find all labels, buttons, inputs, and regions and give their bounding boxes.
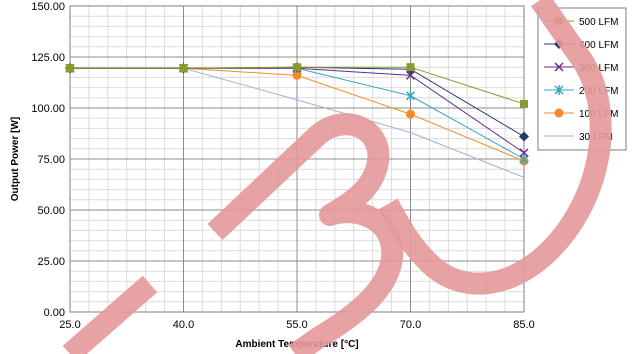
watermark-stroke: [62, 275, 158, 354]
y-tick-label: 25.00: [37, 256, 65, 268]
data-point: [406, 109, 415, 119]
data-point: [293, 63, 301, 72]
data-point: [292, 70, 302, 80]
watermark-stroke: [207, 113, 404, 354]
y-tick-label: 75.00: [37, 154, 65, 166]
x-tick-labels: 25.0 40.0 55.0 70.0 85.0: [59, 319, 534, 331]
x-tick-label: 70.0: [400, 319, 421, 331]
data-point: [519, 131, 529, 142]
data-point: [405, 70, 416, 80]
watermark-stroke: [378, 0, 612, 295]
y-tick-label: 0.00: [44, 307, 65, 319]
data-point: [519, 148, 529, 158]
data-point: [405, 90, 416, 101]
watermark: [62, 0, 612, 354]
y-tick-label: 100.00: [31, 103, 65, 115]
x-tick-label: 55.0: [286, 319, 307, 331]
x-tick-label: 40.0: [173, 319, 194, 331]
legend-label: 500 LFM: [579, 17, 618, 28]
x-tick-label: 85.0: [513, 319, 534, 331]
legend-label: 400 LFM: [579, 40, 618, 51]
data-point: [179, 64, 188, 73]
legend-marker: [554, 108, 564, 118]
legend-marker: [554, 62, 564, 72]
series-500-lfm: [66, 63, 528, 108]
y-tick-label: 150.00: [31, 1, 65, 13]
y-tick-label: 125.00: [31, 52, 65, 64]
data-point: [66, 64, 74, 73]
legend-marker: [554, 85, 564, 95]
y-tick-labels: 0.00 25.00 50.00 75.00 100.00 125.00 150.00: [31, 1, 65, 319]
data-point: [520, 99, 528, 108]
y-axis-title: Output Power [W]: [10, 117, 21, 201]
y-tick-label: 50.00: [37, 205, 65, 217]
series-layer: [65, 62, 529, 178]
data-point: [406, 63, 415, 72]
x-tick-label: 25.0: [59, 319, 80, 331]
